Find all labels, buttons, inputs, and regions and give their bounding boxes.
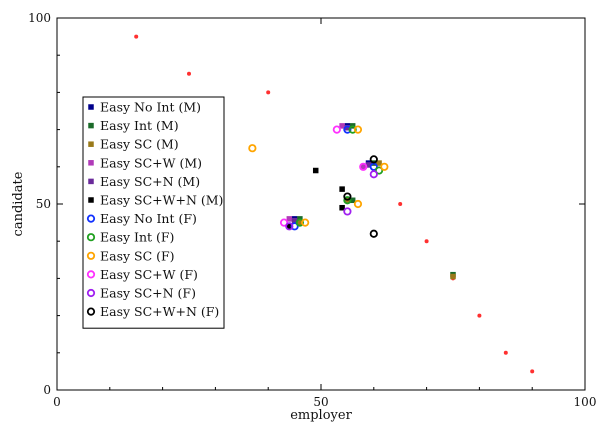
legend-marker	[86, 288, 96, 298]
data-point	[349, 197, 356, 204]
data-point	[477, 313, 482, 318]
data-point	[369, 162, 378, 171]
data-point	[343, 125, 352, 134]
legend-label: Easy No Int (M)	[100, 100, 201, 115]
data-point	[291, 217, 298, 224]
legend-label: Easy Int (M)	[100, 118, 179, 133]
data-point	[343, 192, 352, 201]
legend-label: Easy SC+W (F)	[100, 267, 198, 282]
y-tick-label: 0	[43, 383, 51, 397]
data-point	[450, 273, 456, 280]
legend-marker	[88, 104, 94, 110]
data-point	[332, 125, 341, 134]
legend-label: Easy SC+N (F)	[100, 286, 196, 301]
data-point	[503, 350, 508, 355]
legend-label: Easy SC+N (M)	[100, 174, 200, 189]
axis-ticks: 0 50 100 0 50 100	[28, 11, 596, 409]
data-point	[343, 196, 352, 205]
data-point	[369, 229, 378, 238]
data-point	[530, 369, 535, 374]
x-tick-label: 0	[53, 395, 61, 409]
legend-label: Easy No Int (F)	[100, 211, 197, 226]
data-point	[343, 207, 352, 216]
data-point	[266, 90, 271, 95]
legend-marker	[88, 160, 94, 166]
data-point	[301, 218, 310, 227]
data-point	[376, 160, 382, 166]
data-point	[297, 219, 303, 226]
data-point	[348, 125, 357, 134]
data-point	[339, 204, 345, 211]
data-point	[424, 239, 429, 244]
data-point	[339, 186, 345, 192]
data-point	[365, 162, 372, 168]
legend-label: Easy SC (M)	[100, 137, 179, 152]
legend-marker	[88, 141, 94, 147]
data-point	[359, 162, 368, 171]
legend-label: Easy SC (F)	[100, 248, 175, 263]
data-point	[369, 170, 378, 179]
legend-label: Easy SC+W (M)	[100, 155, 202, 170]
legend-box	[82, 96, 225, 329]
data-point	[290, 222, 299, 231]
legend-marker	[88, 197, 94, 203]
data-point	[187, 71, 191, 76]
legend-marker	[86, 233, 96, 242]
data-point	[285, 222, 294, 231]
legend: Easy No Int (M) Easy Int (M) Easy SC (M) Ea…	[82, 96, 225, 329]
data-point	[248, 144, 257, 153]
data-point	[374, 166, 384, 175]
data-point	[369, 155, 378, 164]
x-tick-label: 100	[574, 395, 597, 409]
x-tick-label: 50	[313, 395, 328, 409]
data-point	[344, 124, 351, 131]
data-point	[279, 218, 289, 227]
legend-label: Easy SC+W+N (M)	[100, 193, 223, 208]
data-point	[380, 162, 389, 171]
y-tick-label: 100	[28, 11, 51, 25]
legend-marker	[88, 178, 94, 185]
y-axis-label: candidate	[11, 171, 26, 236]
data-point	[353, 125, 363, 134]
legend-marker	[86, 270, 96, 279]
y-tick-label: 50	[36, 197, 51, 211]
data-point	[286, 216, 293, 222]
legend-label: Easy SC+W+N (F)	[100, 304, 219, 319]
data-point	[134, 34, 139, 39]
legend-marker	[88, 122, 94, 129]
data-point	[398, 202, 403, 206]
data-point	[353, 199, 363, 209]
data-point	[286, 223, 293, 230]
legend-marker	[86, 307, 96, 316]
data-points	[134, 34, 535, 374]
data-point	[339, 123, 345, 129]
legend-label: Easy Int (F)	[100, 230, 174, 245]
data-point	[360, 164, 366, 170]
x-axis-label: employer	[290, 408, 352, 423]
legend-marker	[86, 214, 96, 223]
data-point	[295, 218, 304, 227]
data-point	[312, 167, 319, 174]
legend-marker	[86, 251, 96, 260]
